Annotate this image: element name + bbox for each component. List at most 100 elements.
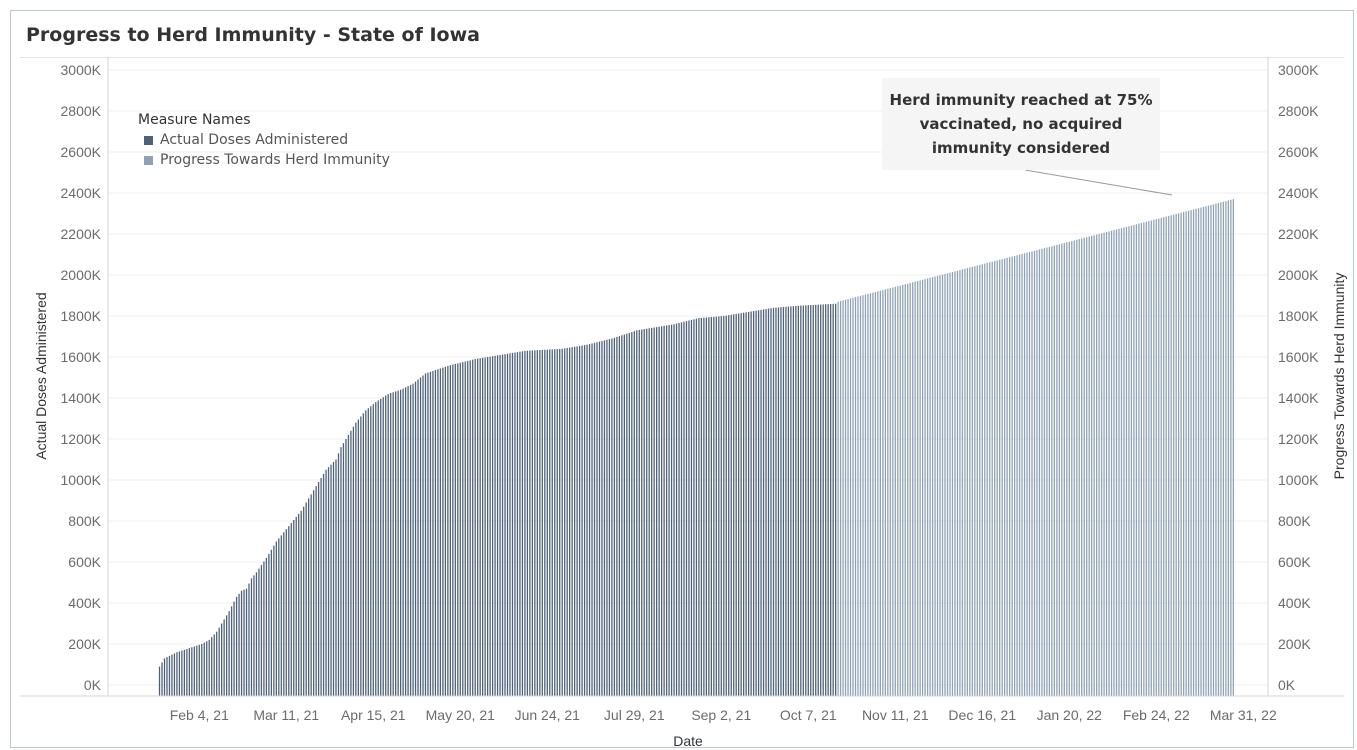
bar-actual-doses[interactable] bbox=[163, 658, 166, 696]
bar-actual-doses[interactable] bbox=[760, 309, 762, 696]
bar-actual-doses[interactable] bbox=[524, 350, 526, 696]
bar-actual-doses[interactable] bbox=[290, 523, 292, 696]
bar-actual-doses[interactable] bbox=[181, 650, 183, 696]
bar-actual-doses[interactable] bbox=[392, 392, 394, 696]
bar-actual-doses[interactable] bbox=[464, 361, 466, 696]
bar-herd-progress[interactable] bbox=[981, 264, 983, 696]
bar-actual-doses[interactable] bbox=[735, 313, 737, 696]
bar-actual-doses[interactable] bbox=[511, 352, 514, 696]
bar-actual-doses[interactable] bbox=[240, 590, 243, 696]
bar-actual-doses[interactable] bbox=[489, 356, 491, 696]
bar-actual-doses[interactable] bbox=[638, 329, 640, 696]
bar-actual-doses[interactable] bbox=[750, 311, 752, 696]
bar-actual-doses[interactable] bbox=[176, 652, 178, 696]
bar-herd-progress[interactable] bbox=[991, 261, 993, 696]
bar-actual-doses[interactable] bbox=[496, 355, 499, 696]
bar-actual-doses[interactable] bbox=[298, 513, 300, 696]
bar-actual-doses[interactable] bbox=[216, 631, 218, 696]
bar-herd-progress[interactable] bbox=[979, 264, 981, 696]
bar-herd-progress[interactable] bbox=[1018, 254, 1021, 696]
bar-herd-progress[interactable] bbox=[844, 299, 847, 696]
bar-actual-doses[interactable] bbox=[161, 662, 163, 696]
bar-herd-progress[interactable] bbox=[1187, 210, 1190, 696]
bar-herd-progress[interactable] bbox=[971, 266, 973, 696]
bar-actual-doses[interactable] bbox=[372, 404, 374, 696]
bar-actual-doses[interactable] bbox=[452, 364, 454, 696]
bar-actual-doses[interactable] bbox=[325, 469, 327, 696]
bar-herd-progress[interactable] bbox=[1210, 204, 1212, 696]
bar-herd-progress[interactable] bbox=[924, 279, 926, 696]
bar-actual-doses[interactable] bbox=[424, 373, 427, 696]
bar-actual-doses[interactable] bbox=[830, 303, 832, 696]
bar-herd-progress[interactable] bbox=[1165, 216, 1167, 696]
bar-actual-doses[interactable] bbox=[782, 306, 785, 696]
bar-actual-doses[interactable] bbox=[755, 310, 757, 696]
bar-actual-doses[interactable] bbox=[444, 366, 447, 696]
bar-actual-doses[interactable] bbox=[646, 328, 648, 696]
bar-actual-doses[interactable] bbox=[670, 324, 673, 696]
bar-actual-doses[interactable] bbox=[280, 535, 282, 696]
bar-actual-doses[interactable] bbox=[273, 545, 275, 696]
bar-herd-progress[interactable] bbox=[1230, 199, 1232, 696]
bar-actual-doses[interactable] bbox=[616, 336, 618, 696]
bar-actual-doses[interactable] bbox=[698, 318, 700, 696]
bar-actual-doses[interactable] bbox=[718, 316, 720, 696]
bar-actual-doses[interactable] bbox=[166, 657, 168, 696]
bar-actual-doses[interactable] bbox=[526, 350, 529, 696]
bar-actual-doses[interactable] bbox=[817, 304, 819, 696]
bar-actual-doses[interactable] bbox=[790, 306, 792, 696]
bar-actual-doses[interactable] bbox=[643, 329, 645, 696]
bar-herd-progress[interactable] bbox=[1023, 253, 1026, 696]
bar-herd-progress[interactable] bbox=[1212, 204, 1215, 696]
bar-actual-doses[interactable] bbox=[611, 338, 613, 696]
bar-actual-doses[interactable] bbox=[593, 342, 596, 696]
bar-herd-progress[interactable] bbox=[1190, 210, 1192, 696]
bar-herd-progress[interactable] bbox=[1068, 241, 1070, 696]
bar-actual-doses[interactable] bbox=[757, 310, 760, 696]
bar-herd-progress[interactable] bbox=[847, 299, 849, 696]
bar-herd-progress[interactable] bbox=[1004, 258, 1006, 696]
bar-herd-progress[interactable] bbox=[1170, 215, 1172, 696]
bar-actual-doses[interactable] bbox=[802, 305, 804, 696]
bar-actual-doses[interactable] bbox=[785, 306, 787, 696]
bar-actual-doses[interactable] bbox=[434, 370, 437, 696]
bar-herd-progress[interactable] bbox=[837, 301, 839, 696]
bar-actual-doses[interactable] bbox=[335, 459, 337, 697]
bar-actual-doses[interactable] bbox=[832, 303, 834, 696]
bar-actual-doses[interactable] bbox=[807, 305, 809, 696]
bar-actual-doses[interactable] bbox=[623, 334, 625, 696]
bar-herd-progress[interactable] bbox=[1168, 215, 1170, 696]
bar-actual-doses[interactable] bbox=[606, 339, 608, 696]
bar-herd-progress[interactable] bbox=[959, 270, 961, 696]
bar-actual-doses[interactable] bbox=[728, 315, 730, 696]
bar-actual-doses[interactable] bbox=[720, 316, 722, 696]
bar-actual-doses[interactable] bbox=[541, 349, 543, 696]
bar-actual-doses[interactable] bbox=[437, 369, 439, 696]
bar-actual-doses[interactable] bbox=[387, 393, 389, 696]
bar-actual-doses[interactable] bbox=[228, 611, 230, 696]
bar-actual-doses[interactable] bbox=[402, 388, 404, 696]
bar-actual-doses[interactable] bbox=[380, 398, 382, 696]
bar-actual-doses[interactable] bbox=[561, 348, 563, 696]
bar-actual-doses[interactable] bbox=[531, 350, 534, 696]
bar-actual-doses[interactable] bbox=[539, 350, 541, 696]
bar-actual-doses[interactable] bbox=[367, 408, 369, 696]
bar-actual-doses[interactable] bbox=[235, 596, 238, 696]
bar-actual-doses[interactable] bbox=[564, 348, 566, 696]
bar-herd-progress[interactable] bbox=[1081, 238, 1083, 697]
bar-actual-doses[interactable] bbox=[596, 342, 598, 696]
bar-actual-doses[interactable] bbox=[417, 379, 419, 696]
bar-actual-doses[interactable] bbox=[171, 654, 173, 696]
bar-actual-doses[interactable] bbox=[482, 357, 484, 696]
bar-herd-progress[interactable] bbox=[951, 271, 954, 696]
bar-herd-progress[interactable] bbox=[1088, 236, 1090, 697]
bar-actual-doses[interactable] bbox=[196, 645, 198, 696]
bar-actual-doses[interactable] bbox=[665, 325, 668, 696]
bar-herd-progress[interactable] bbox=[852, 297, 854, 696]
bar-actual-doses[interactable] bbox=[223, 619, 225, 696]
bar-herd-progress[interactable] bbox=[1173, 214, 1175, 696]
bar-herd-progress[interactable] bbox=[1200, 207, 1202, 696]
bar-actual-doses[interactable] bbox=[253, 575, 255, 696]
bar-herd-progress[interactable] bbox=[974, 266, 976, 696]
bar-herd-progress[interactable] bbox=[854, 297, 857, 696]
